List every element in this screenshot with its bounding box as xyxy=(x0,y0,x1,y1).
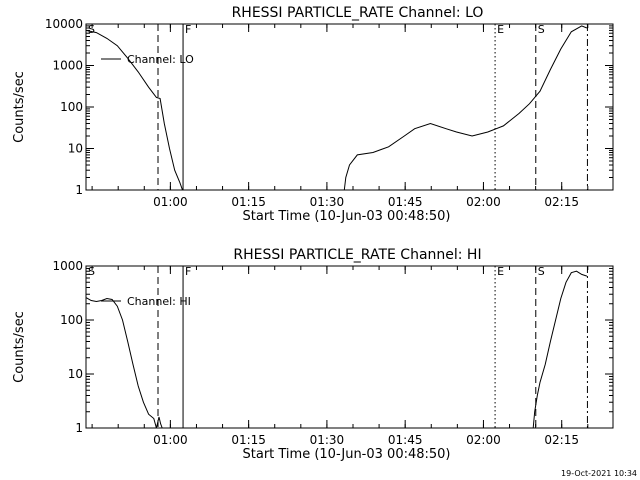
chart-title: RHESSI PARTICLE_RATE Channel: HI xyxy=(233,247,481,263)
x-tick-label: 01:30 xyxy=(310,195,345,209)
chart-panel-lo: RHESSI PARTICLE_RATE Channel: LO Start Ti… xyxy=(12,5,614,224)
plot-frame xyxy=(85,265,614,429)
x-axis-label: Start Time (10-Jun-03 00:48:50) xyxy=(243,447,451,462)
x-tick-label: 01:30 xyxy=(310,433,345,447)
chart-title: RHESSI PARTICLE_RATE Channel: LO xyxy=(232,5,484,21)
legend-label: Channel: LO xyxy=(127,53,194,66)
event-label: S xyxy=(88,265,95,278)
series-line xyxy=(85,297,163,429)
chart-panel-hi: RHESSI PARTICLE_RATE Channel: HI Start Ti… xyxy=(12,247,614,462)
y-axis-label: Counts/sec xyxy=(12,71,27,143)
x-tick-label: 02:15 xyxy=(544,433,579,447)
footer-timestamp: 19-Oct-2021 10:34 xyxy=(561,469,637,478)
x-tick-label: 02:00 xyxy=(466,195,501,209)
y-tick-label: 1 xyxy=(75,183,83,197)
y-tick-label: 10 xyxy=(68,367,83,381)
event-label: E xyxy=(497,265,504,278)
y-tick-label: 100 xyxy=(60,313,83,327)
event-label: F xyxy=(185,23,191,36)
series-line xyxy=(85,29,183,191)
x-tick-label: 01:15 xyxy=(231,433,266,447)
x-tick-label: 02:15 xyxy=(544,195,579,209)
series-line xyxy=(532,270,588,429)
y-tick-label: 10000 xyxy=(45,17,83,31)
event-label: E xyxy=(497,23,504,36)
x-tick-label: 01:15 xyxy=(231,195,266,209)
x-tick-label: 01:45 xyxy=(388,195,423,209)
y-tick-label: 1 xyxy=(75,421,83,435)
y-tick-label: 1000 xyxy=(52,59,83,73)
x-tick-label: 01:00 xyxy=(153,433,188,447)
x-tick-label: 01:45 xyxy=(388,433,423,447)
event-label: F xyxy=(185,265,191,278)
event-label: S xyxy=(538,23,545,36)
legend-label: Channel: HI xyxy=(127,295,191,308)
event-label: S xyxy=(88,23,95,36)
y-tick-label: 1000 xyxy=(52,259,83,273)
y-tick-label: 100 xyxy=(60,100,83,114)
x-axis-label: Start Time (10-Jun-03 00:48:50) xyxy=(243,209,451,224)
x-tick-label: 01:00 xyxy=(153,195,188,209)
event-label: S xyxy=(538,265,545,278)
y-tick-label: 10 xyxy=(68,142,83,156)
x-tick-label: 02:00 xyxy=(466,433,501,447)
y-axis-label: Counts/sec xyxy=(12,311,27,383)
series-line xyxy=(343,25,588,191)
